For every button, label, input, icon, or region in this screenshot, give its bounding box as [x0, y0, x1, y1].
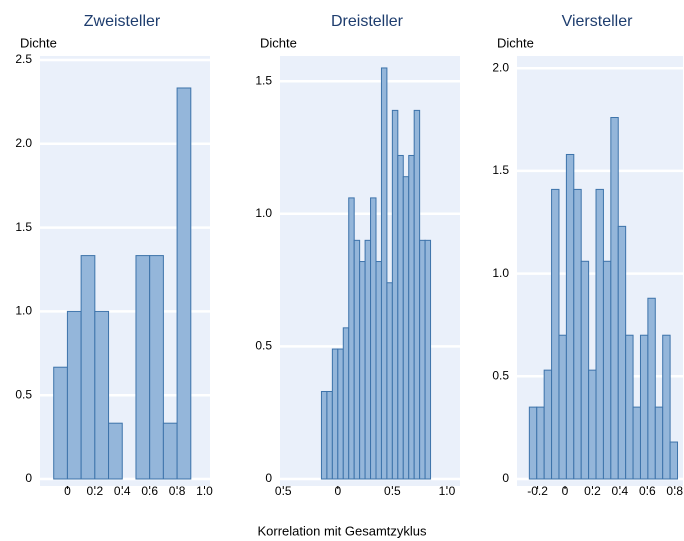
bar: [320, 390, 328, 480]
y-tick-label: 1.0: [15, 304, 32, 318]
x-tick-label: 0: [64, 484, 71, 498]
x-tick-label: 0.5: [275, 484, 292, 498]
bar: [380, 67, 388, 480]
y-tick-label: 2.0: [492, 60, 509, 74]
y-tick-label: 2.0: [15, 136, 32, 150]
bar: [375, 261, 382, 480]
x-tick-label: 1.0: [439, 484, 456, 498]
bar: [413, 109, 421, 480]
x-tick-label: 0.6: [141, 484, 158, 498]
x-tick-label: 0.2: [584, 484, 601, 498]
bar: [639, 334, 649, 480]
bar: [149, 255, 164, 480]
bar: [424, 239, 432, 480]
y-tick-label: 0.5: [15, 387, 32, 401]
y-tick-label: 0.5: [255, 339, 272, 353]
bar: [625, 334, 634, 480]
bar: [370, 197, 377, 480]
bar: [588, 369, 597, 480]
y-tick-label: 0: [265, 471, 272, 485]
y-axis-label: Dichte: [260, 35, 297, 50]
bar: [66, 310, 82, 480]
x-axis-label: Korrelation mit Gesamtzyklus: [257, 523, 427, 538]
bar: [573, 188, 582, 480]
bar: [669, 441, 679, 480]
bar: [558, 334, 567, 480]
bar: [331, 348, 339, 480]
bar: [176, 87, 192, 480]
bar: [108, 422, 123, 480]
bar: [162, 422, 178, 480]
bar: [386, 282, 393, 480]
y-tick-label: 1.5: [15, 220, 32, 234]
y-tick-label: 1.5: [492, 163, 509, 177]
bar: [397, 154, 404, 480]
x-tick-label: 0.2: [86, 484, 103, 498]
bar: [536, 406, 545, 480]
bar: [359, 261, 366, 480]
bar: [353, 239, 361, 480]
bar: [602, 260, 612, 480]
bar: [402, 176, 410, 480]
bar: [551, 188, 560, 480]
bar: [326, 390, 333, 480]
x-tick-label: 0.4: [612, 484, 629, 498]
x-tick-label: 0.4: [114, 484, 131, 498]
bar: [543, 369, 553, 480]
bar: [580, 260, 590, 480]
bar: [662, 334, 671, 480]
bar: [94, 310, 110, 480]
panel-title: Dreisteller: [331, 13, 404, 30]
bar: [654, 406, 664, 480]
bar: [342, 327, 350, 480]
bar: [135, 255, 151, 480]
y-tick-label: 1.5: [255, 73, 272, 87]
bar: [610, 117, 619, 480]
y-axis-label: Dichte: [497, 35, 534, 50]
y-tick-label: 1.0: [255, 206, 272, 220]
bar: [617, 225, 627, 480]
bar: [565, 153, 575, 480]
bar: [595, 188, 604, 480]
x-tick-label: 1.0: [196, 484, 213, 498]
y-tick-label: 2.5: [15, 52, 32, 66]
x-tick-label: 0: [562, 484, 569, 498]
x-tick-label: 0.6: [639, 484, 656, 498]
y-axis-label: Dichte: [20, 35, 57, 50]
bar: [419, 239, 426, 480]
bar: [364, 239, 372, 480]
bar: [528, 406, 538, 480]
bar: [408, 154, 415, 480]
bar: [632, 406, 641, 480]
panel-title: Viersteller: [562, 13, 634, 30]
y-tick-label: 0: [502, 471, 509, 485]
bar: [647, 297, 656, 480]
bar: [348, 197, 355, 480]
x-tick-label: 0.5: [384, 484, 401, 498]
bar: [80, 255, 96, 480]
y-tick-label: 1.0: [492, 266, 509, 280]
x-tick-label: -0.2: [527, 484, 548, 498]
x-tick-label: 0: [334, 484, 341, 498]
x-tick-label: 0.8: [169, 484, 186, 498]
bar: [337, 348, 344, 480]
y-tick-label: 0: [25, 471, 32, 485]
y-tick-label: 0.5: [492, 368, 509, 382]
bar: [391, 109, 399, 480]
panel-title: Zweisteller: [84, 13, 161, 30]
bar: [53, 366, 68, 480]
x-tick-label: 0.8: [666, 484, 683, 498]
